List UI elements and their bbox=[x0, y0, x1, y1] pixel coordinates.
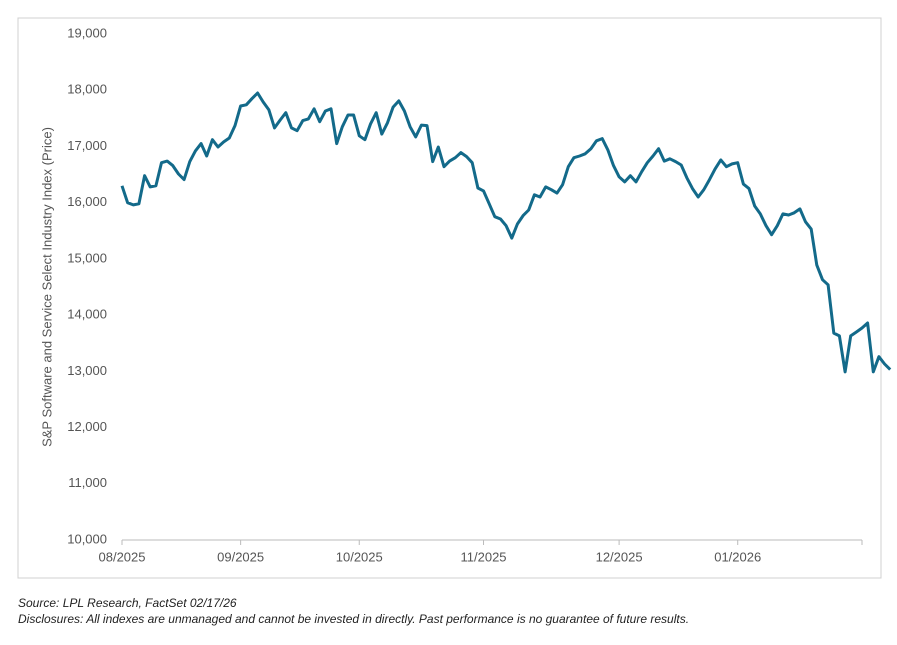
source-note: Source: LPL Research, FactSet 02/17/26 bbox=[18, 596, 237, 610]
y-tick-label: 12,000 bbox=[67, 419, 107, 434]
disclosure-note: Disclosures: All indexes are unmanaged a… bbox=[18, 612, 689, 626]
x-tick-label: 12/2025 bbox=[596, 549, 643, 564]
series-line bbox=[120, 91, 892, 374]
y-tick-label: 19,000 bbox=[67, 25, 107, 40]
y-tick-label: 18,000 bbox=[67, 82, 107, 97]
y-tick-label: 15,000 bbox=[67, 250, 107, 265]
x-tick-label: 11/2025 bbox=[461, 549, 507, 564]
y-tick-label: 17,000 bbox=[67, 138, 107, 153]
y-tick-label: 13,000 bbox=[67, 363, 107, 378]
chart-frame bbox=[17, 17, 882, 579]
x-tick-label: 10/2025 bbox=[336, 549, 383, 564]
x-tick-label: 09/2025 bbox=[217, 549, 264, 564]
y-tick-label: 11,000 bbox=[68, 475, 107, 490]
x-tick-label: 08/2025 bbox=[99, 549, 146, 564]
y-tick-label: 14,000 bbox=[67, 307, 107, 322]
y-tick-label: 10,000 bbox=[67, 531, 107, 546]
y-axis-label: S&P Software and Service Select Industry… bbox=[39, 127, 54, 447]
y-tick-label: 16,000 bbox=[67, 194, 107, 209]
x-tick-label: 01/2026 bbox=[714, 549, 761, 564]
